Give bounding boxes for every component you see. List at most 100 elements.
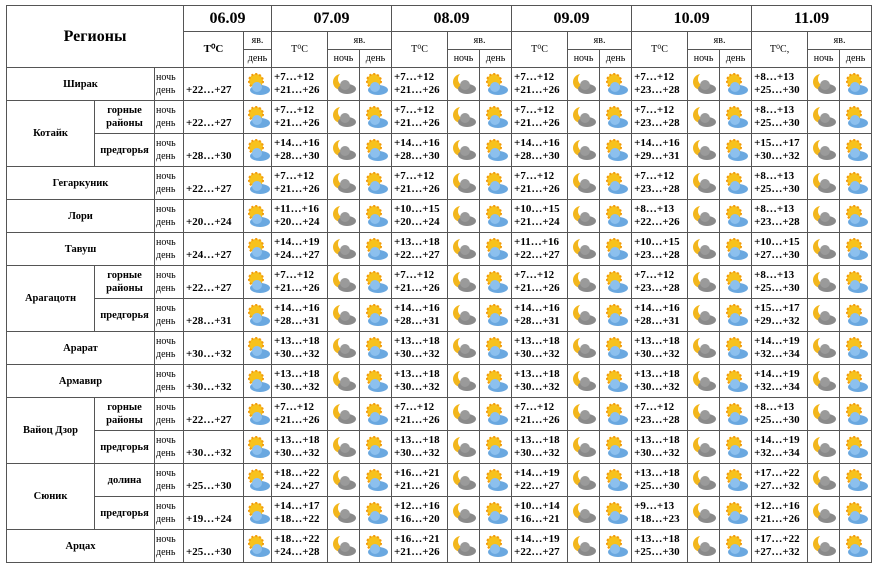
icon-part [609, 445, 620, 455]
day-icon [485, 403, 508, 425]
forecast-table: Регионы 06.09 07.09 08.09 09.09 10.09 11.09 T⁰C… [5, 5, 873, 563]
date-header: 09.09 [511, 5, 633, 32]
day-temp: +22…+27 [514, 249, 560, 261]
temperature: +10…+14 +16…+21 [511, 496, 569, 530]
night-icon-cell [807, 133, 841, 167]
night-icon [572, 237, 596, 259]
icon-part [579, 377, 590, 387]
icon-part [339, 443, 350, 453]
icon-part [251, 82, 262, 92]
icon-part [489, 346, 500, 356]
data-row: Арагацотн горные районы ночь день +22…+27 +7… [6, 265, 873, 332]
day-temp: +21…+26 [394, 282, 440, 294]
night-icon-cell [447, 265, 481, 299]
day-icon-cell [359, 67, 393, 101]
icon-part [489, 214, 500, 224]
night-temp: +17…+22 [754, 467, 800, 479]
day-icon [725, 106, 748, 128]
night-icon-cell [807, 529, 841, 563]
temperature: +7…+12 +21…+26 [271, 100, 329, 134]
icon-part [579, 542, 590, 552]
day-icon-cell [839, 199, 873, 233]
night-icon-cell [567, 100, 601, 134]
icon-part [819, 113, 830, 123]
icon-part [849, 346, 860, 356]
day-label: день [156, 415, 176, 426]
day-icon-cell [839, 331, 873, 365]
night-temp: +9…+13 [634, 500, 675, 512]
temperature: +25…+30 [183, 463, 245, 497]
night-icon [692, 105, 716, 127]
day-temp: +21…+26 [514, 84, 560, 96]
night-icon [452, 237, 476, 259]
day-label: день [156, 448, 176, 459]
day-temp: +25…+30 [754, 183, 800, 195]
icon-part [339, 476, 350, 486]
day-temp: +20…+24 [274, 216, 320, 228]
region-name: Арарат [6, 331, 155, 365]
icon-part [251, 544, 262, 554]
icon-part [369, 511, 380, 521]
day-temp: +22…+27 [186, 117, 232, 129]
night-temp: +13…+18 [274, 434, 320, 446]
icon-part [251, 148, 262, 158]
day-temp: +18…+22 [274, 513, 320, 525]
night-label: ночь [156, 402, 176, 413]
temperature: +10…+15 +27…+30 [751, 232, 809, 266]
night-icon [452, 435, 476, 457]
day-icon [247, 238, 270, 260]
day-icon-cell [719, 298, 753, 332]
blank-line [186, 401, 243, 414]
icon-part [849, 115, 860, 125]
day-icon [725, 304, 748, 326]
night-header: ночь [567, 49, 601, 68]
night-icon-cell [567, 529, 601, 563]
night-icon-cell [447, 529, 481, 563]
temperature: +13…+18 +22…+27 [391, 232, 449, 266]
night-icon-cell [687, 298, 721, 332]
temperature: +13…+18 +30…+32 [391, 430, 449, 464]
temp-header: T⁰C [271, 31, 329, 68]
day-header: день [599, 49, 633, 68]
night-icon-cell [327, 463, 361, 497]
temperature: +14…+19 +32…+34 [751, 430, 809, 464]
day-icon-cell [243, 529, 273, 563]
day-temp: +25…+30 [634, 546, 680, 558]
time-labels: ночь день [153, 67, 185, 101]
icon-part [609, 313, 620, 323]
day-icon-cell [359, 298, 393, 332]
night-icon [812, 270, 836, 292]
day-temp: +21…+26 [274, 414, 320, 426]
time-labels: ночь день [153, 298, 185, 332]
day-icon-cell [719, 463, 753, 497]
icon-part [849, 313, 860, 323]
region-name: Арагацотн [6, 265, 95, 332]
day-label: день [156, 184, 176, 195]
night-icon [572, 105, 596, 127]
day-temp: +30…+32 [394, 447, 440, 459]
temperature: +24…+27 [183, 232, 245, 266]
day-icon [845, 469, 868, 491]
day-icon-cell [599, 529, 633, 563]
night-temp: +13…+18 [634, 368, 680, 380]
temperature: +7…+12 +21…+26 [511, 100, 569, 134]
night-icon [572, 402, 596, 424]
night-icon-cell [807, 67, 841, 101]
icon-part [579, 509, 590, 519]
night-temp: +7…+12 [274, 269, 315, 281]
night-icon [332, 402, 356, 424]
day-icon [845, 535, 868, 557]
night-icon-cell [687, 496, 721, 530]
temperature: +18…+22 +24…+28 [271, 529, 329, 563]
day-icon [365, 403, 388, 425]
day-icon-cell [839, 529, 873, 563]
day-temp: +30…+32 [274, 381, 320, 393]
night-temp: +12…+16 [394, 500, 440, 512]
icon-part [339, 245, 350, 255]
icon-part [699, 113, 710, 123]
day-temp: +21…+26 [394, 183, 440, 195]
night-temp: +14…+16 [514, 137, 560, 149]
day-temp: +27…+32 [754, 546, 800, 558]
day-icon-cell [479, 265, 513, 299]
